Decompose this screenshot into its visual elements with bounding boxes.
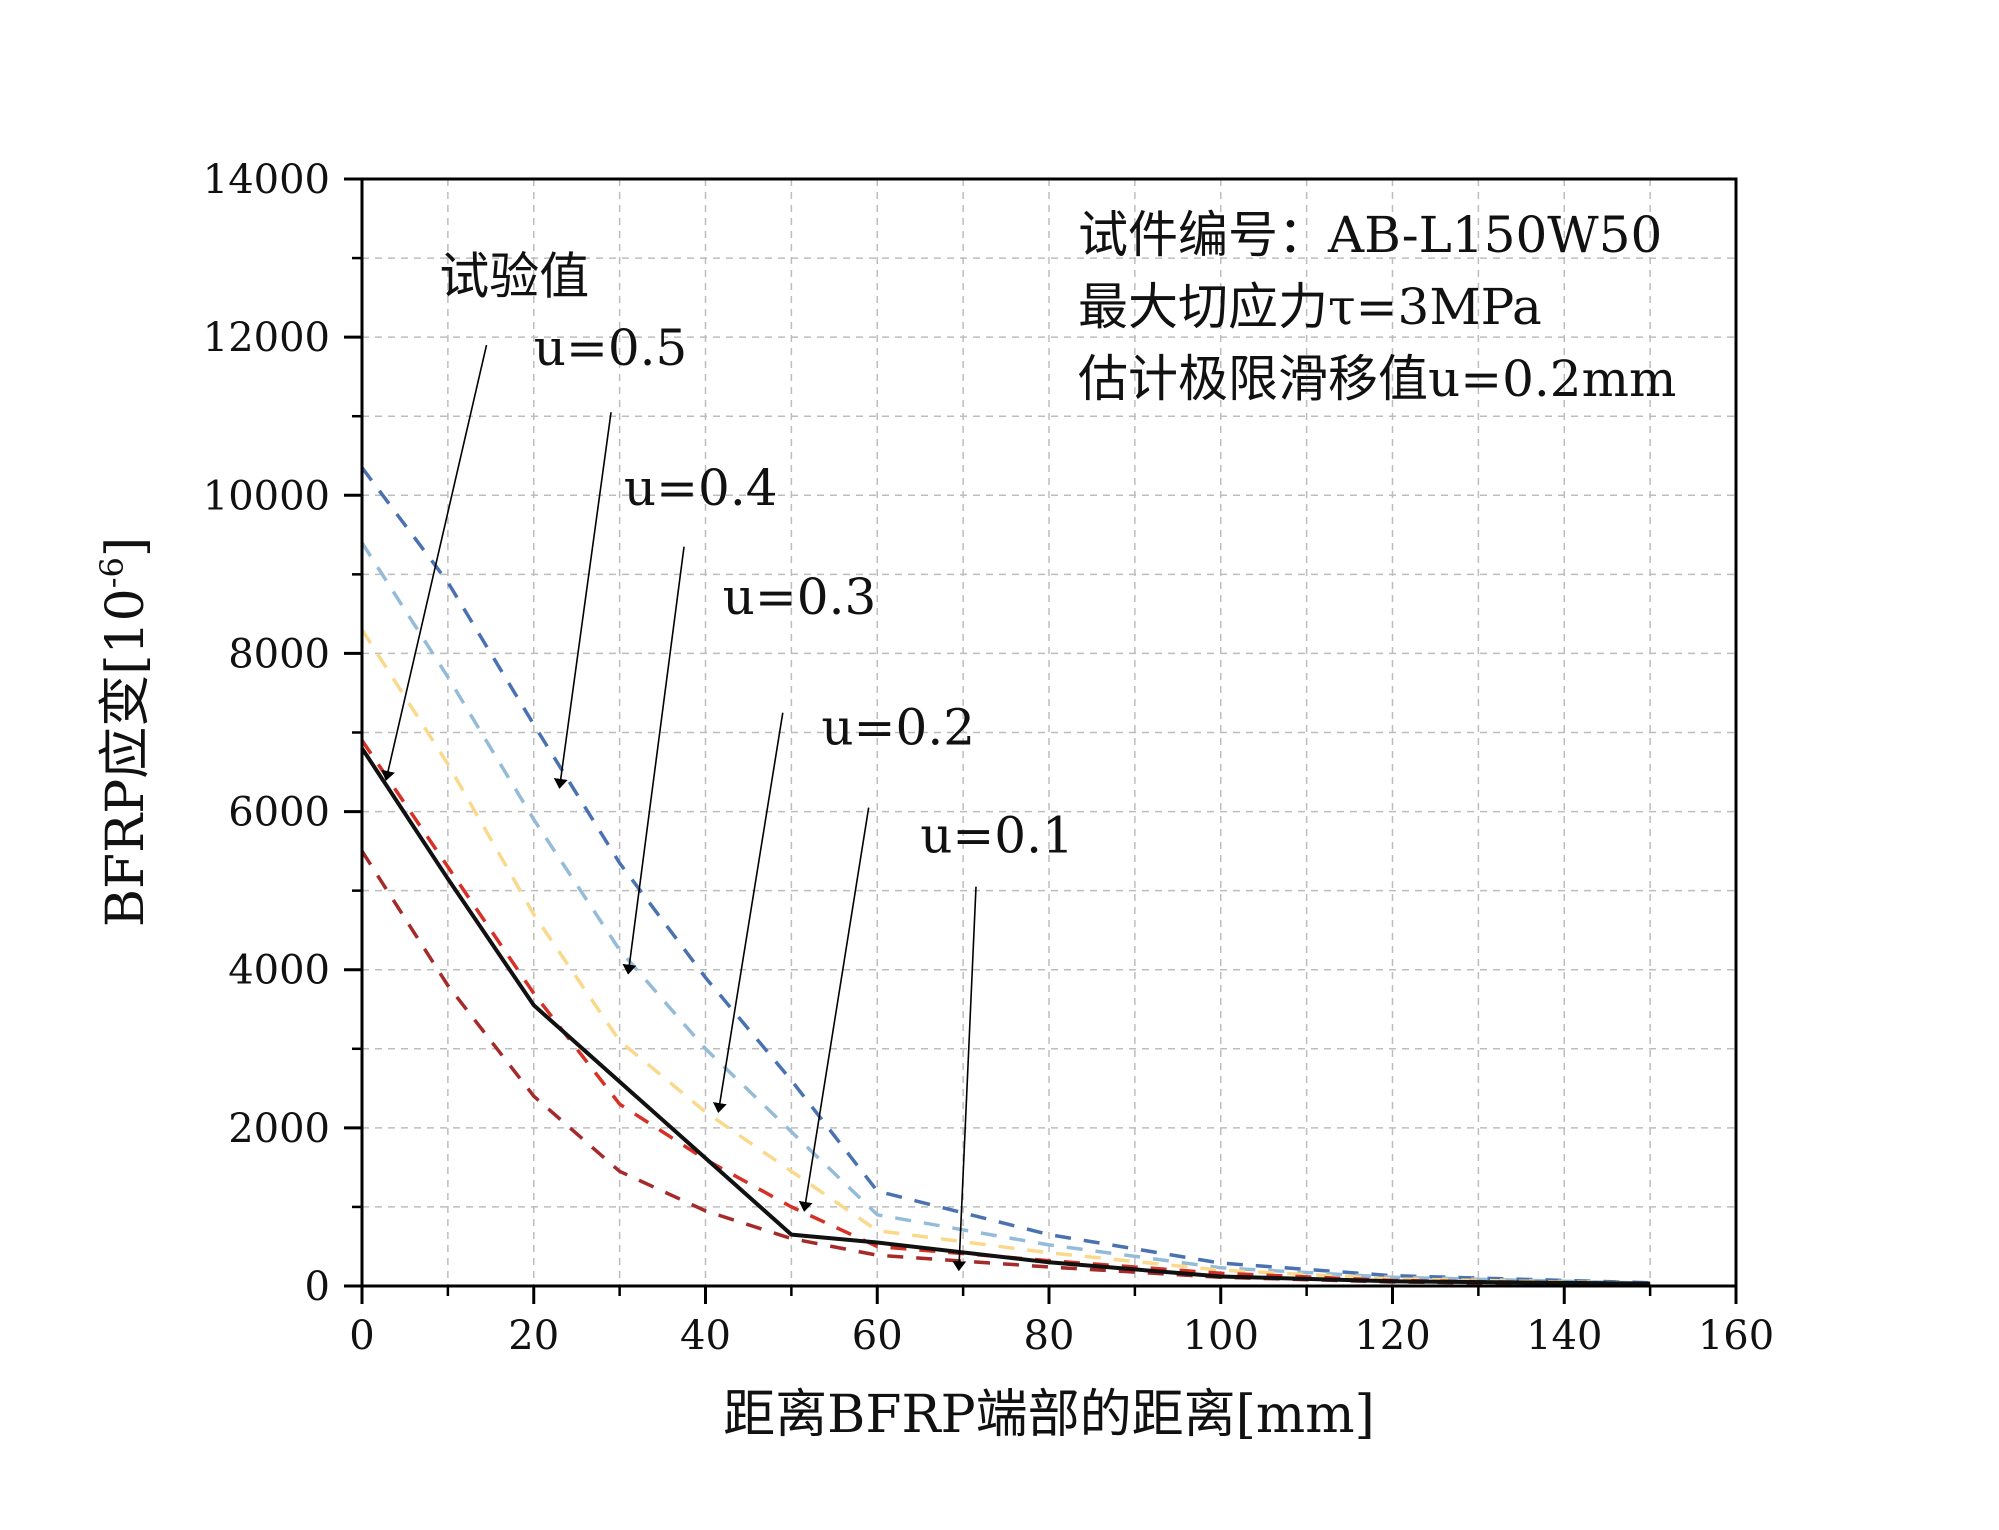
x-tick-label: 120 [1354,1313,1430,1359]
info-box: 试件编号：AB-L150W50 最大切应力τ=3MPa 估计极限滑移值u=0.2mm [1078,206,1676,408]
grid [362,179,1736,1286]
series-line-dashed [360,541,1651,1285]
annotation-arrow [553,412,612,789]
y-tick-label: 2000 [228,1106,330,1152]
annotation-label: u=0.4 [624,459,778,517]
annotation-label: u=0.3 [723,568,877,626]
y-tick-label: 12000 [203,315,330,361]
x-tick-label: 20 [508,1313,559,1359]
y-axis-title: BFRP应变[10-6] [93,537,156,927]
x-tick-label: 140 [1526,1313,1602,1359]
y-tick-label: 4000 [228,948,330,994]
info-line: 试件编号：AB-L150W50 [1078,206,1662,264]
info-line: 最大切应力τ=3MPa [1078,278,1542,336]
y-tick-label: 8000 [228,631,330,677]
annotation-arrow [381,344,488,781]
annotation-label: u=0.1 [920,807,1074,865]
annotation-arrow [712,712,784,1114]
series-line-dashed [360,739,1651,1286]
y-tick-label: 6000 [228,790,330,836]
annotation-label: u=0.2 [821,698,975,756]
annotation-arrow [952,886,977,1272]
series-line-dashed [360,628,1651,1286]
axis-ticks: 0 20 40 60 80 100 120 140 160 0 2000 4000 6000 8000 10… [203,157,1774,1359]
y-tick-label: 10000 [203,473,330,519]
y-axis-title-exponent: -6 [93,557,131,588]
y-axis-title-main: BFRP应变[10 [96,588,156,927]
annotation-label: u=0.5 [534,319,688,377]
annotation-layer: 试验值 u=0.5 u=0.4 u=0.3 u=0.2 u=0.1 [381,248,1074,1272]
y-axis-title-close: ] [96,537,156,557]
x-tick-label: 0 [349,1313,374,1359]
series-line-test-value [360,747,1651,1286]
info-line: 估计极限滑移值u=0.2mm [1078,350,1676,408]
annotation-label: 试验值 [439,248,589,306]
x-tick-label: 80 [1024,1313,1075,1359]
x-tick-label: 100 [1183,1313,1259,1359]
annotation-arrow [622,546,685,975]
series-layer [360,466,1651,1287]
x-tick-label: 40 [680,1313,731,1359]
annotation-arrow [798,807,870,1212]
x-tick-label: 160 [1698,1313,1774,1359]
x-tick-label: 60 [852,1313,903,1359]
x-axis-title: 距离BFRP端部的距离[mm] [723,1385,1375,1445]
y-tick-label: 14000 [203,157,330,203]
y-tick-label: 0 [305,1264,330,1310]
